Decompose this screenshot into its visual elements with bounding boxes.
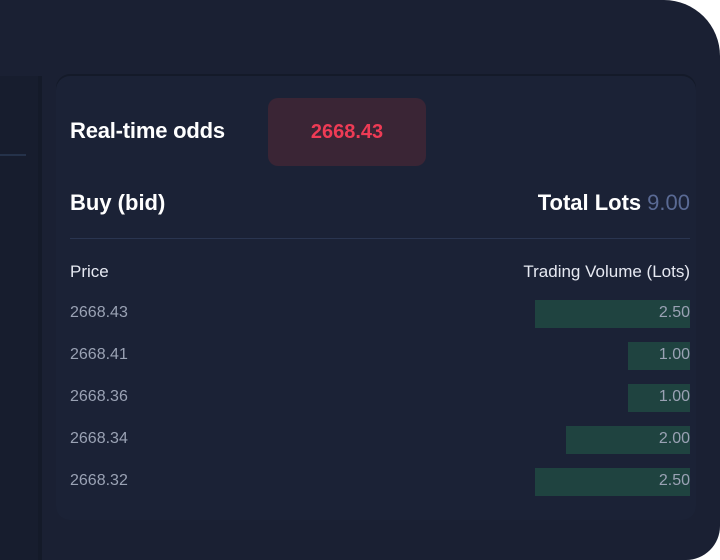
order-price: 2668.43	[70, 304, 128, 321]
order-price: 2668.41	[70, 346, 128, 363]
pane-divider[interactable]	[38, 76, 42, 560]
volume-depth-bar	[566, 426, 690, 454]
realtime-odds-label: Real-time odds	[70, 118, 225, 143]
total-lots: Total Lots 9.00	[538, 190, 690, 216]
realtime-odds-badge: 2668.43	[268, 98, 426, 166]
order-row[interactable]: 2668.32 2.50	[70, 466, 690, 508]
section-divider	[70, 238, 690, 239]
volume-depth-bar	[535, 300, 690, 328]
order-volume: 2.50	[658, 304, 690, 321]
order-row[interactable]: 2668.34 2.00	[70, 424, 690, 466]
volume-depth-bar	[628, 384, 690, 412]
order-row[interactable]: 2668.41 1.00	[70, 340, 690, 382]
order-book-panel: Real-time odds 2668.43 Buy (bid) Total L…	[56, 76, 696, 520]
left-pane-separator	[0, 154, 26, 156]
volume-depth-bar	[535, 468, 690, 496]
price-column-header: Price	[70, 262, 109, 281]
order-volume: 2.00	[658, 430, 690, 447]
order-row[interactable]: 2668.36 1.00	[70, 382, 690, 424]
order-row[interactable]: 2668.43 2.50	[70, 298, 690, 340]
order-volume: 1.00	[658, 388, 690, 405]
volume-depth-bar	[628, 342, 690, 370]
order-price: 2668.32	[70, 472, 128, 489]
total-lots-value: 9.00	[647, 190, 690, 215]
order-volume: 2.50	[658, 472, 690, 489]
volume-column-header: Trading Volume (Lots)	[523, 262, 690, 281]
order-list: 2668.43 2.50 2668.41 1.00 2668.36 1.00 2…	[70, 298, 690, 508]
left-pane	[0, 76, 42, 560]
order-volume: 1.00	[658, 346, 690, 363]
order-price: 2668.34	[70, 430, 128, 447]
total-lots-label: Total Lots	[537, 190, 642, 215]
order-price: 2668.36	[70, 388, 128, 405]
buy-bid-title: Buy (bid)	[70, 190, 166, 215]
